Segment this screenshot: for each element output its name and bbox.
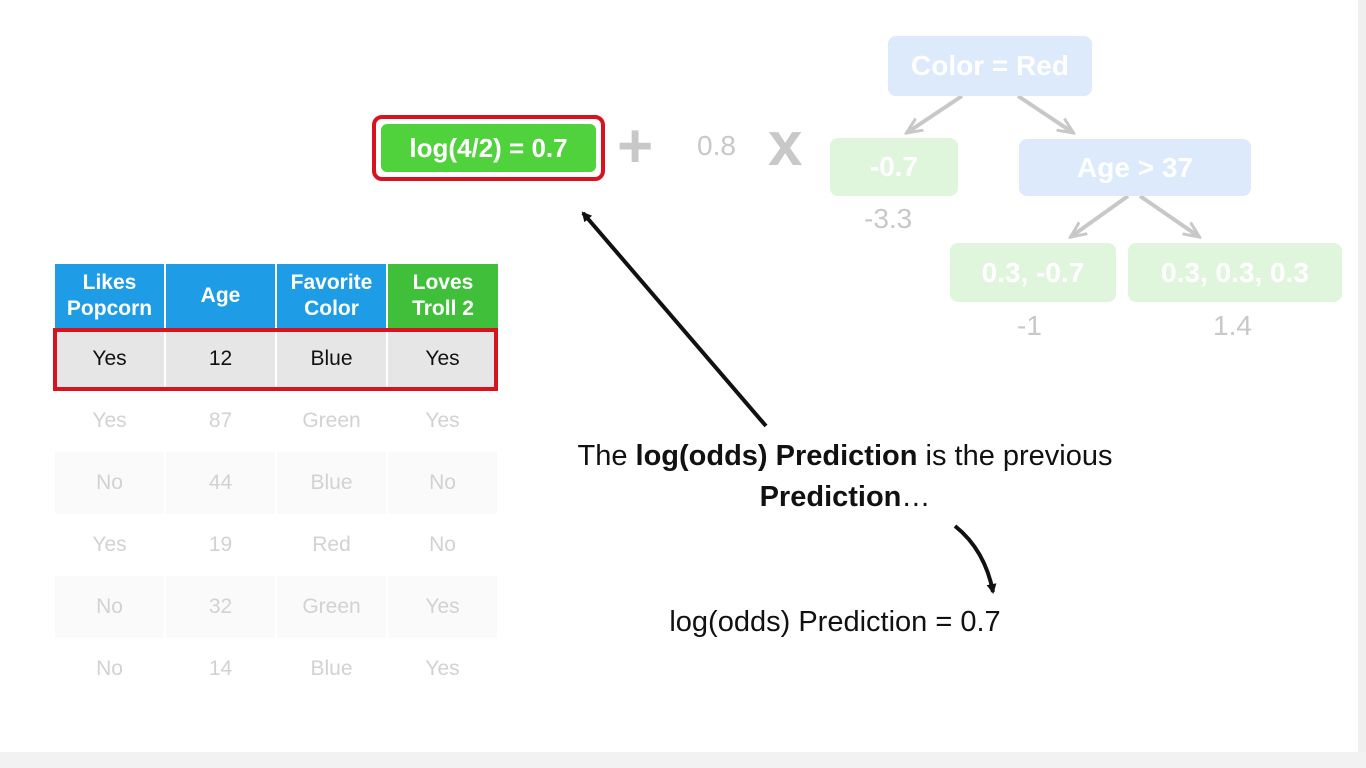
table-cell: Blue	[276, 328, 388, 390]
initial-prediction-formula: log(4/2) = 0.7	[381, 124, 596, 172]
table-cell: No	[387, 452, 499, 514]
formula-highlight-box: log(4/2) = 0.7	[372, 115, 605, 181]
header-age: Age	[165, 264, 277, 328]
tree-split-node: Age > 37	[1019, 139, 1251, 196]
tree-root-node: Color = Red	[888, 36, 1092, 96]
tree-right-leaf: 0.3, 0.3, 0.3	[1128, 243, 1342, 302]
table-cell: 14	[165, 638, 277, 700]
table-cell: Green	[276, 576, 388, 638]
header-likes-popcorn: Likes Popcorn	[55, 264, 166, 328]
tree-edge-root-right	[1016, 94, 1072, 132]
table-cell: No	[55, 452, 166, 514]
multiply-sign: x	[768, 110, 803, 179]
table-cell: No	[55, 638, 166, 700]
table-cell: 12	[165, 328, 277, 390]
tree-edge-root-left	[908, 94, 964, 132]
selected-row-highlight	[53, 328, 498, 391]
tree-edge-split-right	[1138, 194, 1198, 236]
table-cell: 44	[165, 452, 277, 514]
tree-right-leaf-output: 1.4	[1213, 310, 1252, 341]
table-row: Yes 19 Red No	[55, 514, 499, 576]
table-cell: No	[55, 576, 166, 638]
table-cell: 87	[165, 390, 277, 452]
table-cell: Yes	[387, 576, 499, 638]
table-cell: 32	[165, 576, 277, 638]
plus-sign: +	[617, 112, 654, 181]
table-cell: Yes	[387, 328, 499, 390]
bottom-bar	[0, 752, 1366, 768]
table-row: No 14 Blue Yes	[55, 638, 499, 700]
table-row: No 32 Green Yes	[55, 576, 499, 638]
table-cell: Blue	[276, 638, 388, 700]
header-favorite-color: Favorite Color	[276, 264, 388, 328]
explanation-text: The log(odds) Prediction is the previous…	[577, 440, 1113, 513]
right-edge	[1358, 0, 1366, 752]
table-row: Yes 12 Blue Yes	[55, 328, 499, 390]
tree-edge-split-left	[1072, 194, 1130, 236]
table-cell: Yes	[387, 390, 499, 452]
table-cell: Yes	[387, 638, 499, 700]
table-header-row: Likes Popcorn Age Favorite Color Loves Trol…	[55, 264, 498, 328]
tree-left-leaf-output: -3.3	[864, 203, 913, 234]
table-cell: Yes	[55, 390, 166, 452]
table-row: No 44 Blue No	[55, 452, 499, 514]
tree-mid-leaf: 0.3, -0.7	[950, 243, 1116, 302]
pointer-arrow	[581, 211, 768, 428]
table-row: Yes 87 Green Yes	[55, 390, 499, 452]
training-data-table: Likes Popcorn Age Favorite Color Loves Trol…	[55, 264, 499, 700]
header-loves-troll-2: Loves Troll 2	[387, 264, 498, 328]
curved-arrow	[953, 524, 997, 594]
prediction-result: log(odds) Prediction = 0.7	[669, 606, 1001, 638]
table-cell: Yes	[55, 328, 166, 390]
tree-mid-leaf-output: -1	[1017, 310, 1042, 341]
table-cell: No	[387, 514, 499, 576]
table-cell: Blue	[276, 452, 388, 514]
table-cell: Green	[276, 390, 388, 452]
table-cell: Yes	[55, 514, 166, 576]
table-cell: 19	[165, 514, 277, 576]
tree-left-leaf: -0.7	[830, 138, 958, 196]
table-cell: Red	[276, 514, 388, 576]
learning-rate: 0.8	[697, 130, 736, 161]
